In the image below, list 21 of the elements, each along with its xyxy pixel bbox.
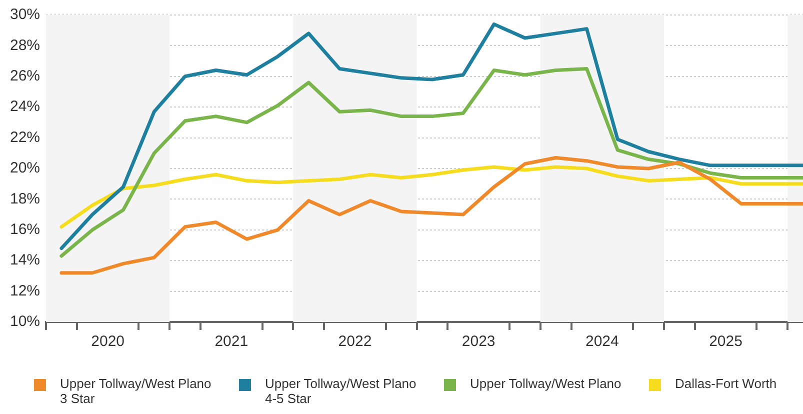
x-tick-label: 2025 [709,333,742,350]
x-tick-label: 2021 [214,333,248,350]
legend-label: Upper Tollway/West Plano 3 Star [60,376,212,406]
x-tick-label: 2022 [338,333,372,350]
legend-label: Upper Tollway/West Plano 4-5 Star [265,376,418,406]
y-tick-label: 14% [10,252,40,269]
y-tick-label: 18% [10,190,40,208]
y-tick-label: 16% [10,221,40,238]
legend-label: Dallas-Fort Worth [675,376,777,391]
y-tick-label: 30% [10,6,40,24]
y-tick-label: 26% [10,68,40,85]
y-tick-label: 20% [10,160,40,177]
y-tick-label: 24% [10,98,40,116]
y-tick-label: 28% [10,36,40,54]
y-tick-label: 22% [10,128,40,146]
x-tick-label: 2023 [462,333,496,350]
x-tick-label: 2024 [585,333,619,350]
x-tick-label: 2020 [91,333,125,350]
y-tick-label: 12% [10,282,40,300]
y-tick-label: 10% [10,313,40,330]
legend-label: Upper Tollway/West Plano [470,376,622,391]
